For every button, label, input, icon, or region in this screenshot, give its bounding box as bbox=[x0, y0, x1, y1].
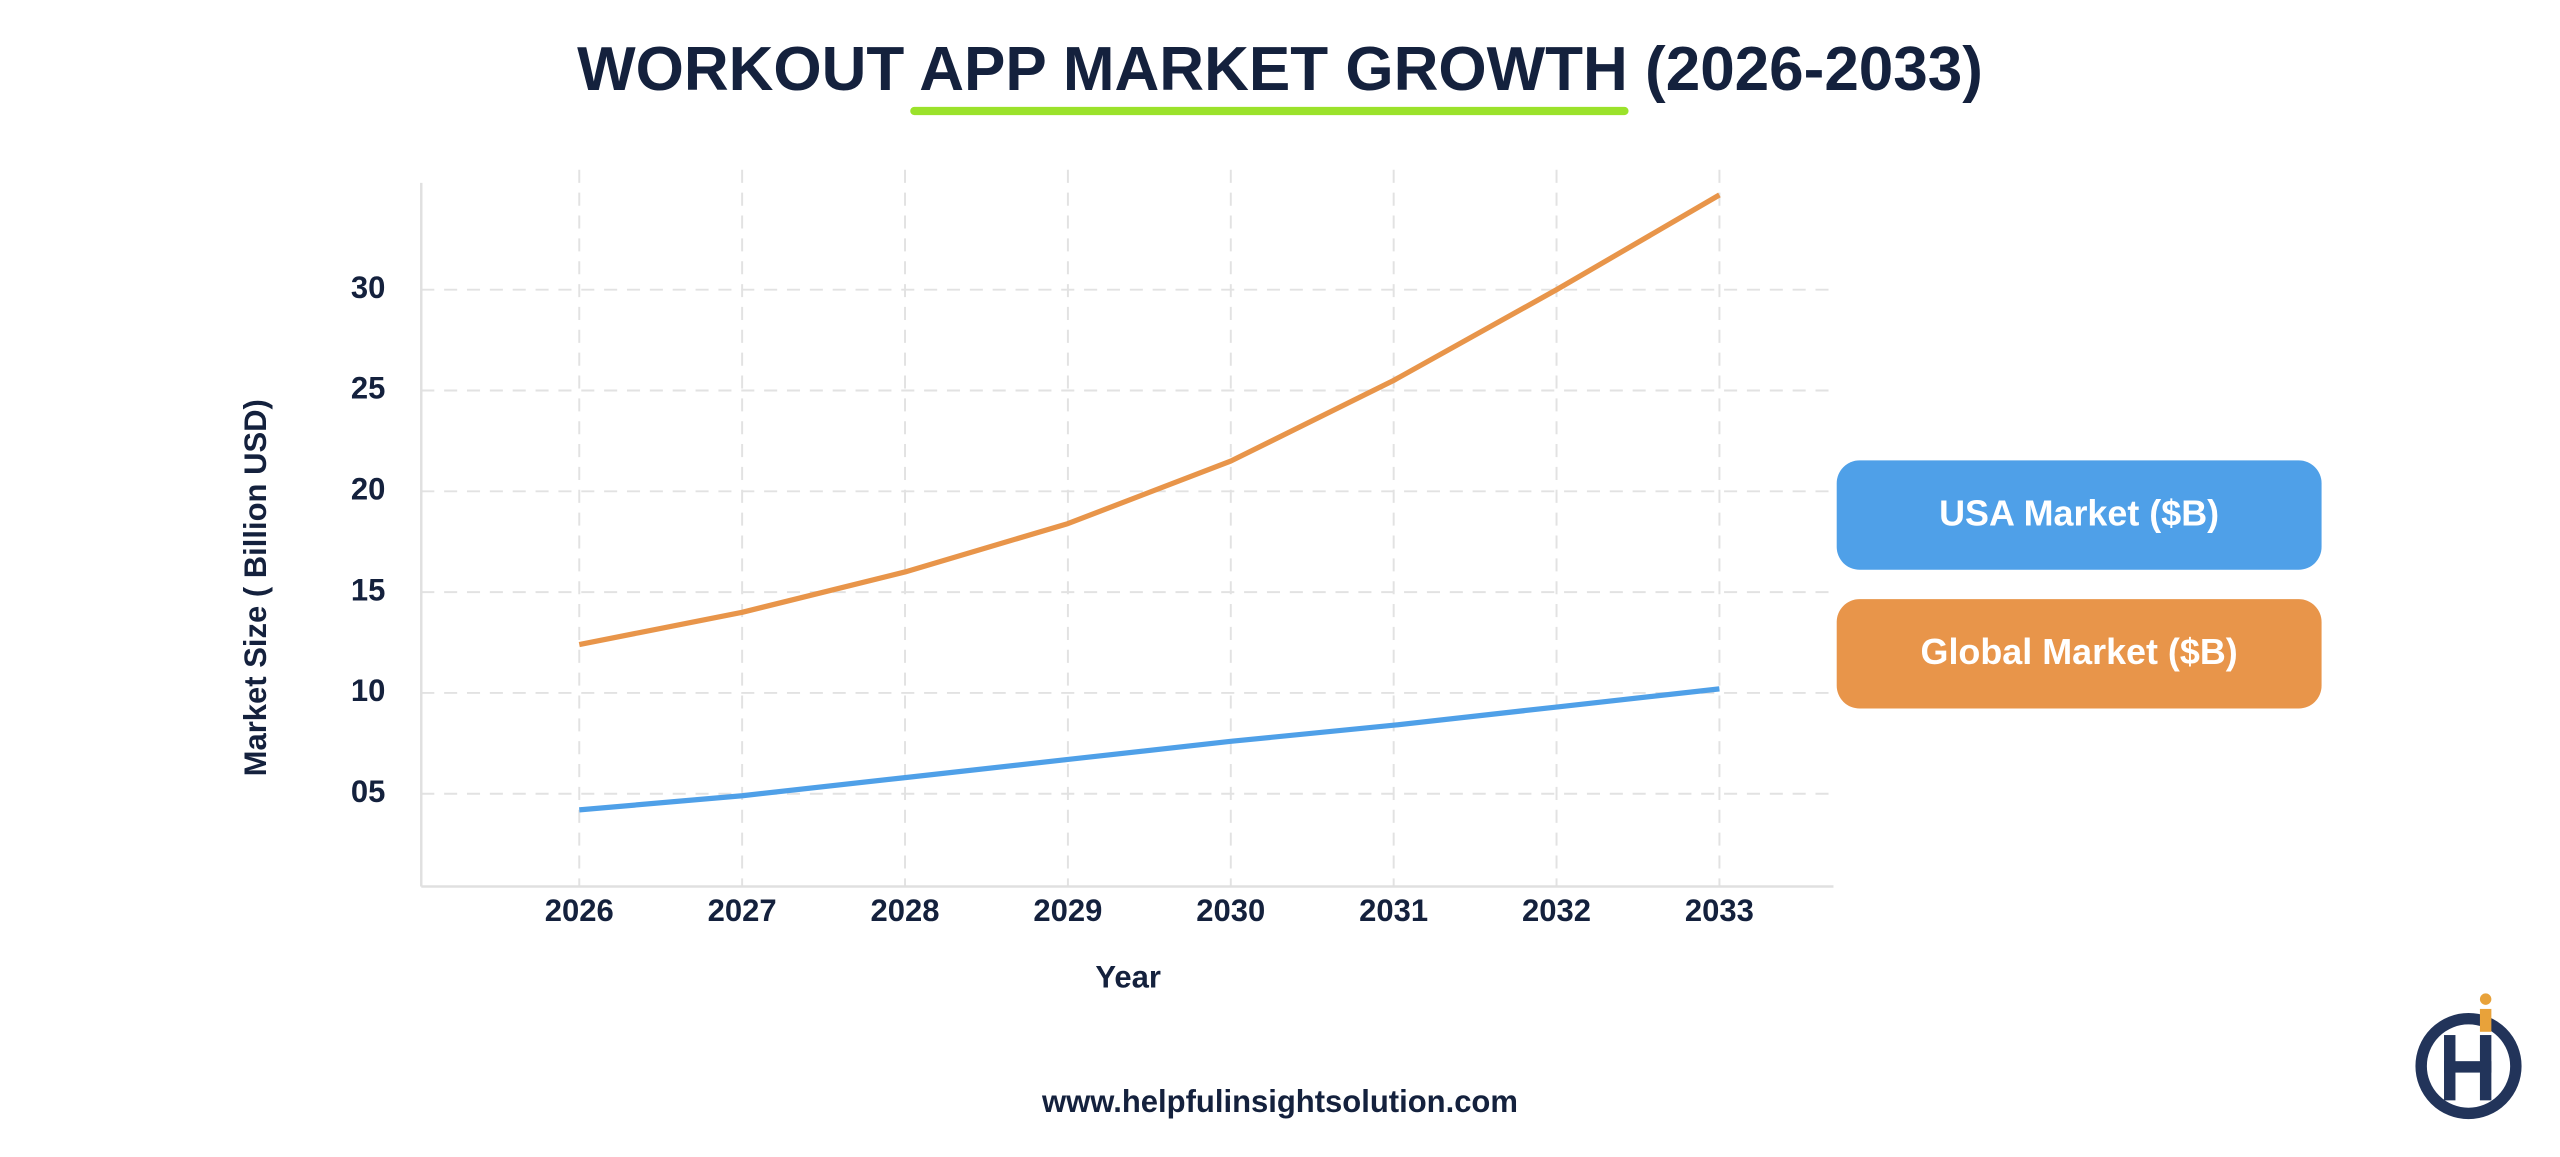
y-tick-label: 20 bbox=[351, 472, 385, 507]
legend-swatch bbox=[1836, 460, 2322, 570]
x-tick-label: 2026 bbox=[545, 893, 614, 928]
y-axis-label: Market Size ( Billion USD) bbox=[238, 399, 273, 776]
logo bbox=[2415, 993, 2522, 1120]
y-tick-label: 05 bbox=[351, 774, 385, 809]
chart-title: WORKOUT APP MARKET GROWTH (2026-2033) bbox=[577, 35, 1983, 104]
y-tick-label: 30 bbox=[351, 270, 385, 305]
x-tick-label: 2030 bbox=[1196, 893, 1265, 928]
x-tick-label: 2029 bbox=[1033, 893, 1102, 928]
x-tick-label: 2031 bbox=[1359, 893, 1428, 928]
y-tick-label: 15 bbox=[351, 572, 385, 607]
data-line bbox=[578, 192, 1721, 648]
x-tick-label: 2027 bbox=[708, 893, 777, 928]
x-tick-label: 2028 bbox=[871, 893, 940, 928]
legend-label: Global Market ($B) bbox=[1921, 631, 2238, 672]
y-tick-label: 10 bbox=[351, 673, 385, 708]
footer: www.helpfulinsightsolution.com bbox=[1041, 1084, 1518, 1119]
legend-label: USA Market ($B) bbox=[1939, 492, 2219, 533]
legend-swatch bbox=[1836, 599, 2322, 709]
data-line bbox=[579, 686, 1720, 813]
y-tick-label: 25 bbox=[351, 371, 385, 406]
x-tick-label: 2032 bbox=[1522, 893, 1591, 928]
x-tick-label: 2033 bbox=[1685, 893, 1754, 928]
x-axis-label: Year bbox=[1095, 960, 1161, 995]
